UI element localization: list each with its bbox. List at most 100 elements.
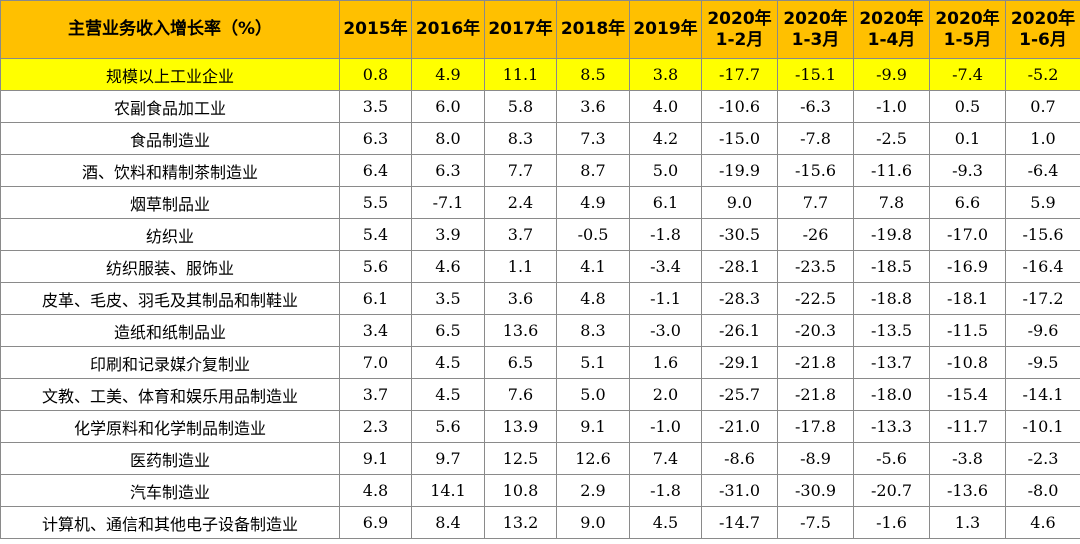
value-cell: -11.6 <box>853 154 930 187</box>
value-cell: 14.1 <box>411 474 485 507</box>
table-row: 食品制造业 6.3 8.0 8.3 7.3 4.2 -15.0 -7.8 -2.5 0.1 1.0 <box>0 122 1080 155</box>
header-col-period: 1-3月 <box>791 29 840 50</box>
value-cell: 1.3 <box>929 506 1006 539</box>
value-cell: -19.9 <box>701 154 778 187</box>
value-cell: -21.0 <box>701 410 778 443</box>
value-cell: -1.0 <box>629 410 702 443</box>
value-cell: 3.7 <box>484 218 557 251</box>
header-col-year: 2020年 <box>707 8 772 29</box>
value-cell: -20.7 <box>853 474 930 507</box>
value-cell: -6.4 <box>1005 154 1080 187</box>
value-cell: 9.7 <box>411 442 485 475</box>
value-cell: 7.0 <box>339 346 412 379</box>
value-cell: -1.1 <box>629 282 702 315</box>
value-cell: 6.5 <box>484 346 557 379</box>
value-cell: -17.7 <box>701 58 778 91</box>
value-cell: -21.8 <box>777 378 854 411</box>
value-cell: 4.9 <box>411 58 485 91</box>
value-cell: -17.8 <box>777 410 854 443</box>
value-cell: -11.7 <box>929 410 1006 443</box>
value-cell: -31.0 <box>701 474 778 507</box>
table-row: 酒、饮料和精制茶制造业 6.4 6.3 7.7 8.7 5.0 -19.9 -15.6 -11.… <box>0 154 1080 187</box>
value-cell: 12.6 <box>556 442 630 475</box>
value-cell: -18.8 <box>853 282 930 315</box>
table-row: 文教、工美、体育和娱乐用品制造业 3.7 4.5 7.6 5.0 2.0 -25.7 -21.… <box>0 378 1080 411</box>
value-cell: -23.5 <box>777 250 854 283</box>
value-cell: 7.7 <box>777 186 854 219</box>
value-cell: -1.8 <box>629 218 702 251</box>
value-cell: 3.9 <box>411 218 485 251</box>
value-cell: 4.8 <box>556 282 630 315</box>
value-cell: 6.9 <box>339 506 412 539</box>
value-cell: 12.5 <box>484 442 557 475</box>
value-cell: -19.8 <box>853 218 930 251</box>
header-col-0: 2015年 <box>339 0 412 59</box>
value-cell: -29.1 <box>701 346 778 379</box>
header-col-year: 2015年 <box>343 19 408 39</box>
value-cell: 8.7 <box>556 154 630 187</box>
value-cell: -13.7 <box>853 346 930 379</box>
value-cell: 9.1 <box>556 410 630 443</box>
value-cell: -9.3 <box>929 154 1006 187</box>
value-cell: 4.5 <box>411 346 485 379</box>
header-col-year: 2016年 <box>415 19 481 39</box>
header-col-year: 2020年 <box>783 8 848 29</box>
industry-name-cell: 化学原料和化学制品制造业 <box>0 410 340 443</box>
value-cell: 3.6 <box>556 90 630 123</box>
value-cell: -28.3 <box>701 282 778 315</box>
header-row: 主营业务收入增长率（%） 2015年 2016年 2017年 2018年 2019年 20… <box>0 0 1080 59</box>
value-cell: 0.8 <box>339 58 412 91</box>
header-col-year: 2020年 <box>935 8 1000 29</box>
table-row: 规模以上工业企业 0.8 4.9 11.1 8.5 3.8 -17.7 -15.1 -9.9 -7… <box>0 58 1080 91</box>
value-cell: -15.4 <box>929 378 1006 411</box>
value-cell: 13.2 <box>484 506 557 539</box>
table-title-cell: 主营业务收入增长率（%） <box>0 0 340 59</box>
table-row: 化学原料和化学制品制造业 2.3 5.6 13.9 9.1 -1.0 -21.0 -17.8-… <box>0 410 1080 443</box>
value-cell: 4.6 <box>411 250 485 283</box>
value-cell: -30.9 <box>777 474 854 507</box>
header-col-8: 2020年 1-5月 <box>929 0 1006 59</box>
value-cell: -7.4 <box>929 58 1006 91</box>
value-cell: -26.1 <box>701 314 778 347</box>
value-cell: 7.3 <box>556 122 630 155</box>
value-cell: 5.0 <box>629 154 702 187</box>
value-cell: -17.0 <box>929 218 1006 251</box>
value-cell: 6.4 <box>339 154 412 187</box>
value-cell: -13.3 <box>853 410 930 443</box>
value-cell: 3.7 <box>339 378 412 411</box>
header-col-period: 1-2月 <box>715 29 764 50</box>
value-cell: -3.0 <box>629 314 702 347</box>
value-cell: 8.5 <box>556 58 630 91</box>
value-cell: -2.5 <box>853 122 930 155</box>
value-cell: 7.7 <box>484 154 557 187</box>
value-cell: 4.8 <box>339 474 412 507</box>
header-col-period: 1-6月 <box>1019 29 1067 50</box>
value-cell: 7.8 <box>853 186 930 219</box>
value-cell: -3.4 <box>629 250 702 283</box>
value-cell: -1.8 <box>629 474 702 507</box>
table-row: 烟草制品业 5.5 -7.1 2.4 4.9 6.1 9.0 7.7 7.8 6.6 5.9 <box>0 186 1080 219</box>
table-row: 计算机、通信和其他电子设备制造业 6.9 8.4 13.2 9.0 4.5 -14.7 -7.… <box>0 506 1080 539</box>
header-col-1: 2016年 <box>411 0 485 59</box>
value-cell: -3.8 <box>929 442 1006 475</box>
value-cell: 0.7 <box>1005 90 1080 123</box>
value-cell: -13.6 <box>929 474 1006 507</box>
industry-name-cell: 造纸和纸制品业 <box>0 314 340 347</box>
header-col-year: 2017年 <box>488 19 553 39</box>
table-row: 纺织业 5.4 3.9 3.7 -0.5 -1.8 -30.5 -26 -19.8 -17.0 -1… <box>0 218 1080 251</box>
value-cell: 5.4 <box>339 218 412 251</box>
value-cell: 3.4 <box>339 314 412 347</box>
value-cell: -8.9 <box>777 442 854 475</box>
value-cell: 3.6 <box>484 282 557 315</box>
value-cell: -30.5 <box>701 218 778 251</box>
value-cell: 9.0 <box>701 186 778 219</box>
header-col-3: 2018年 <box>556 0 630 59</box>
header-col-period: 1-5月 <box>943 29 992 50</box>
value-cell: -1.6 <box>853 506 930 539</box>
header-col-7: 2020年 1-4月 <box>853 0 930 59</box>
industry-name-cell: 计算机、通信和其他电子设备制造业 <box>0 506 340 539</box>
value-cell: -15.0 <box>701 122 778 155</box>
value-cell: 2.4 <box>484 186 557 219</box>
value-cell: -28.1 <box>701 250 778 283</box>
table-row: 印刷和记录媒介复制业 7.0 4.5 6.5 5.1 1.6 -29.1 -21.8 -13.7… <box>0 346 1080 379</box>
